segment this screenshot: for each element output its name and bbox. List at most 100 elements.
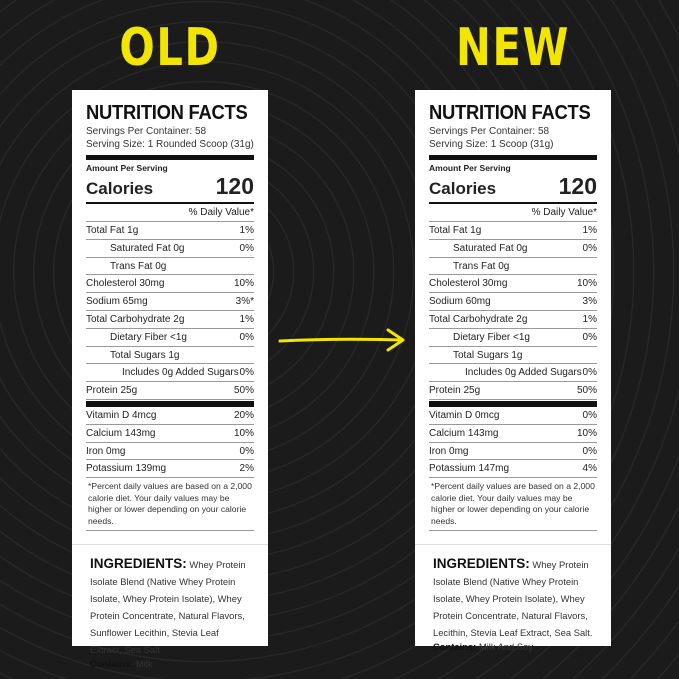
nutrient-name: Sodium 60mg xyxy=(429,296,491,308)
nutrient-row: Protein 25g 50% xyxy=(429,382,597,400)
nutrient-dv: 0% xyxy=(239,331,254,343)
panel-heading: OLD xyxy=(119,18,221,78)
amount-per-serving: Amount Per Serving xyxy=(429,163,511,173)
serving-size: Serving Size: 1 Scoop (31g) xyxy=(429,139,554,150)
vitamin-dv: 2% xyxy=(239,463,254,475)
nutrient-dv: 50% xyxy=(233,385,254,397)
vitamin-name: Calcium 143mg xyxy=(86,427,156,439)
nutrient-name: Total Sugars 1g xyxy=(453,349,523,361)
nutrient-name: Saturated Fat 0g xyxy=(453,242,528,254)
contains-label: Contains: xyxy=(90,658,134,670)
calories-value: 120 xyxy=(558,173,597,199)
divider xyxy=(72,531,268,546)
vitamin-row: Potassium 139mg 2% xyxy=(86,460,254,479)
nutrient-dv: 3%* xyxy=(235,296,254,308)
vitamin-row: Vitamin D 0mcg 0% xyxy=(429,407,597,425)
nutrient-name: Includes 0g Added Sugars xyxy=(465,367,582,379)
nutrient-dv: 50% xyxy=(576,385,597,397)
nutrition-label: NUTRITION FACTS Servings Per Container: 5… xyxy=(72,90,268,669)
ingredients: INGREDIENTS: Whey Protein Isolate Blend … xyxy=(429,545,597,641)
contains: Contains: Milk And Soy xyxy=(429,641,597,652)
nutrient-row: Total Carbohydrate 2g 1% xyxy=(429,311,597,329)
nutrient-name: Cholesterol 30mg xyxy=(86,278,165,290)
nutrient-row: Dietary Fiber <1g 0% xyxy=(429,329,597,347)
daily-value-header: % Daily Value* xyxy=(86,204,254,222)
nutrition-label: NUTRITION FACTS Servings Per Container: 5… xyxy=(415,90,611,652)
calories-row: Calories 120 xyxy=(429,173,597,204)
nutrient-name: Total Fat 1g xyxy=(429,225,482,236)
nutrient-dv: 0% xyxy=(582,367,597,379)
vitamin-name: Potassium 139mg xyxy=(86,463,167,475)
vitamin-dv: 0% xyxy=(239,445,254,457)
nutrient-name: Total Carbohydrate 2g xyxy=(429,313,528,325)
nutrient-dv: 1% xyxy=(239,313,254,325)
nutrient-name: Trans Fat 0g xyxy=(110,260,167,272)
nutrient-name: Dietary Fiber <1g xyxy=(110,331,187,343)
vitamin-dv: 4% xyxy=(582,463,597,475)
nutrient-dv: 0% xyxy=(582,242,597,254)
nutrient-dv: 1% xyxy=(239,225,254,236)
nutrient-name: Protein 25g xyxy=(86,385,138,397)
vitamin-row: Vitamin D 4mcg 20% xyxy=(86,407,254,425)
servings-per-container: Servings Per Container: 58 xyxy=(86,126,207,137)
vitamin-name: Vitamin D 0mcg xyxy=(429,409,500,421)
vitamin-dv: 0% xyxy=(582,409,597,421)
ingredients-label: INGREDIENTS: xyxy=(433,556,530,572)
nutrient-row: Trans Fat 0g xyxy=(86,258,254,276)
nutrient-dv: 0% xyxy=(239,367,254,379)
contains-text: Milk And Soy xyxy=(478,641,534,653)
vitamin-name: Potassium 147mg xyxy=(429,463,510,475)
vitamin-dv: 20% xyxy=(233,409,254,421)
nutrient-dv: 10% xyxy=(233,278,254,290)
nutrient-name: Sodium 65mg xyxy=(86,296,148,308)
ingredients-label: INGREDIENTS: xyxy=(90,556,187,572)
footnote: *Percent daily values are based on a 2,0… xyxy=(429,478,597,532)
serving-size: Serving Size: 1 Rounded Scoop (31g) xyxy=(86,139,254,150)
nutrient-row: Total Sugars 1g xyxy=(86,347,254,365)
servings-per-container: Servings Per Container: 58 xyxy=(429,126,550,137)
nutrient-row: Includes 0g Added Sugars 0% xyxy=(86,364,254,383)
divider xyxy=(415,531,611,546)
calories-value: 120 xyxy=(215,173,254,199)
nutrient-name: Total Sugars 1g xyxy=(110,349,180,361)
nutrient-name: Total Carbohydrate 2g xyxy=(86,313,185,325)
nutrient-name: Dietary Fiber <1g xyxy=(453,331,530,343)
nutrient-row: Saturated Fat 0g 0% xyxy=(86,240,254,258)
divider xyxy=(86,400,254,407)
nutrient-row: Includes 0g Added Sugars 0% xyxy=(429,364,597,383)
divider xyxy=(429,155,597,160)
nutrient-dv: 0% xyxy=(239,242,254,254)
ingredients-text: Whey Protein Isolate Blend (Native Whey … xyxy=(433,559,593,639)
panel-heading: NEW xyxy=(456,18,570,78)
calories-row: Calories 120 xyxy=(86,173,254,204)
nutrient-dv: 1% xyxy=(582,225,597,236)
amount-per-serving: Amount Per Serving xyxy=(86,163,168,173)
vitamin-name: Vitamin D 4mcg xyxy=(86,409,157,421)
calories-label: Calories xyxy=(86,179,154,198)
nutrient-name: Trans Fat 0g xyxy=(453,260,510,272)
nutrient-row: Cholesterol 30mg 10% xyxy=(86,275,254,294)
contains: Contains: Milk xyxy=(86,658,254,669)
contains-text: Milk xyxy=(135,658,153,670)
footnote: *Percent daily values are based on a 2,0… xyxy=(86,478,254,532)
calories-label: Calories xyxy=(429,179,497,198)
daily-value-header: % Daily Value* xyxy=(429,204,597,222)
nutrient-row: Sodium 60mg 3% xyxy=(429,293,597,311)
nutrient-row: Protein 25g 50% xyxy=(86,382,254,400)
vitamin-row: Iron 0mg 0% xyxy=(86,443,254,461)
nutrient-dv: 1% xyxy=(582,313,597,325)
vitamin-name: Iron 0mg xyxy=(86,445,126,457)
divider xyxy=(86,155,254,160)
nutrient-row: Total Sugars 1g xyxy=(429,347,597,365)
nutrient-row: Total Carbohydrate 2g 1% xyxy=(86,311,254,329)
nutrient-dv: 3% xyxy=(582,296,597,308)
vitamin-dv: 10% xyxy=(576,427,597,439)
ingredients: INGREDIENTS: Whey Protein Isolate Blend … xyxy=(86,545,254,658)
nutrient-name: Protein 25g xyxy=(429,385,481,397)
nutrient-row: Sodium 65mg 3%* xyxy=(86,293,254,311)
nutrient-row: Cholesterol 30mg 10% xyxy=(429,275,597,294)
nutrient-name: Saturated Fat 0g xyxy=(110,242,185,254)
vitamin-row: Potassium 147mg 4% xyxy=(429,460,597,479)
vitamin-row: Iron 0mg 0% xyxy=(429,443,597,461)
vitamin-row: Calcium 143mg 10% xyxy=(86,425,254,443)
